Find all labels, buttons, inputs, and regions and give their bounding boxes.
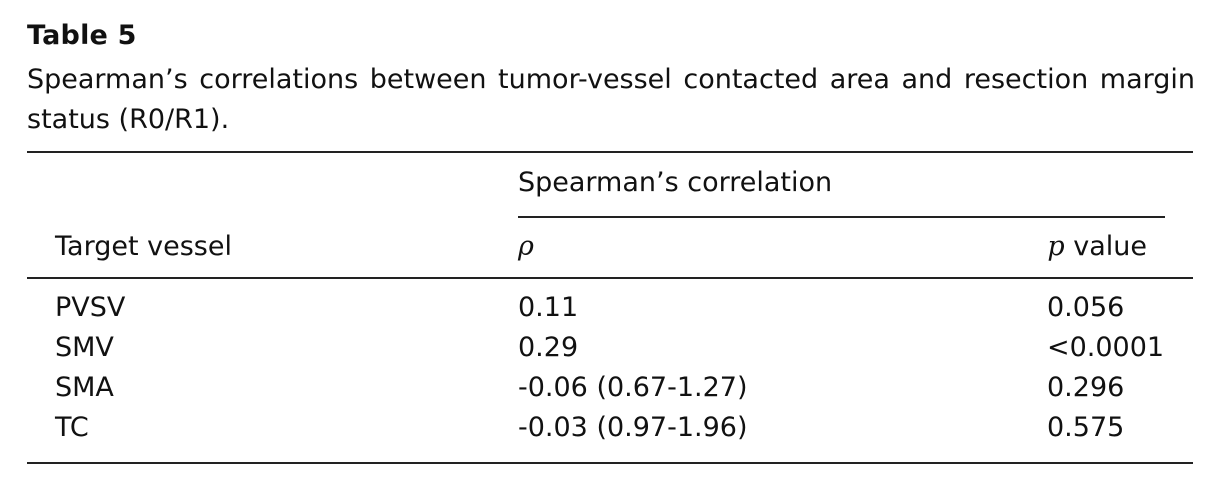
column-header-vessel: Target vessel	[55, 231, 232, 262]
group-header: Spearman’s correlation	[518, 167, 833, 198]
cell-p-value: 0.296	[1047, 372, 1125, 403]
cell-rho: -0.03 (0.97-1.96)	[518, 412, 748, 443]
group-span-rule	[518, 216, 1165, 218]
column-header-rho: ρ	[518, 231, 534, 262]
table-caption: Spearman’s correlations between tumor-ve…	[27, 64, 1195, 135]
cell-vessel: TC	[55, 412, 89, 443]
cell-vessel: PVSV	[55, 292, 126, 323]
table-row: PVSV 0.11 0.056	[0, 291, 1225, 325]
cell-p-value: 0.575	[1047, 412, 1125, 443]
p-symbol: p	[1047, 231, 1065, 262]
bottom-rule	[27, 462, 1193, 464]
cell-rho: -0.06 (0.67-1.27)	[518, 372, 748, 403]
p-suffix: value	[1064, 231, 1147, 262]
cell-p-value: <0.0001	[1047, 332, 1165, 363]
cell-vessel: SMA	[55, 372, 114, 403]
top-rule	[27, 151, 1193, 153]
cell-vessel: SMV	[55, 332, 114, 363]
cell-rho: 0.11	[518, 292, 579, 323]
cell-rho: 0.29	[518, 332, 579, 363]
table-label: Table 5	[27, 20, 137, 51]
column-header-p-value: p value	[1047, 230, 1147, 264]
table-row: SMV 0.29 <0.0001	[0, 331, 1225, 365]
table-row: SMA -0.06 (0.67-1.27) 0.296	[0, 371, 1225, 405]
table-row: TC -0.03 (0.97-1.96) 0.575	[0, 411, 1225, 445]
header-rule	[27, 277, 1193, 279]
cell-p-value: 0.056	[1047, 292, 1125, 323]
